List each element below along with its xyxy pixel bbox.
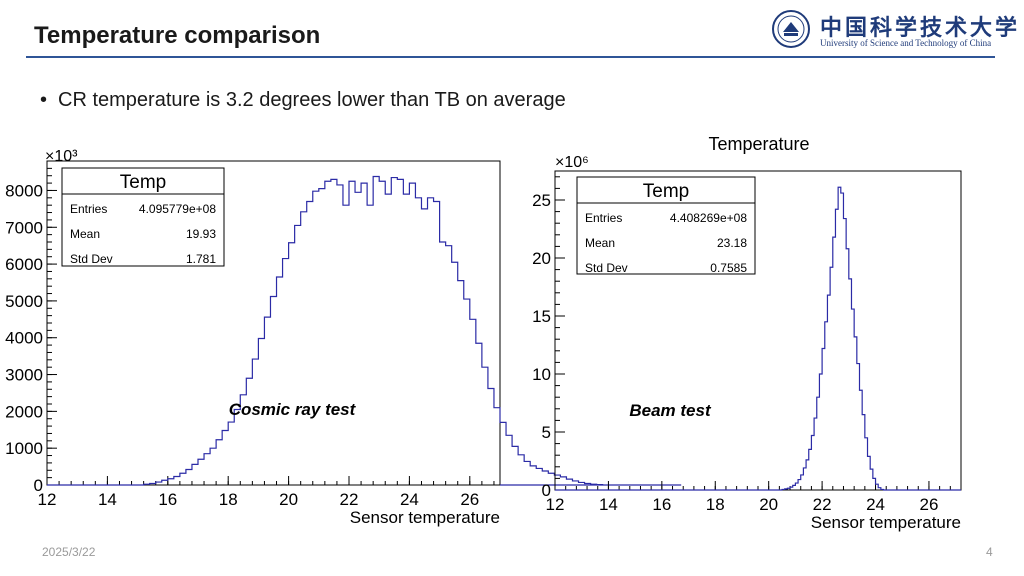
x-tick-label: 20 — [759, 495, 778, 514]
y-tick-label: 8000 — [5, 181, 43, 200]
y-tick-label: 10 — [532, 365, 551, 384]
x-tick-label: 12 — [546, 495, 565, 514]
stats-row-label: Entries — [585, 211, 622, 225]
page-number: 4 — [986, 545, 993, 559]
y-exponent-label: ×10³ — [45, 148, 78, 165]
stats-row-value: 4.408269e+08 — [670, 211, 747, 225]
x-tick-label: 26 — [460, 490, 479, 509]
stats-row-label: Std Dev — [70, 252, 113, 266]
seal-icon — [772, 10, 810, 48]
y-tick-label: 3000 — [5, 366, 43, 385]
chart-annotation: Cosmic ray test — [229, 400, 357, 419]
stats-row-value: 1.781 — [186, 252, 216, 266]
y-tick-label: 25 — [532, 191, 551, 210]
x-tick-label: 26 — [919, 495, 938, 514]
cosmic-ray-chart: 12 14 16 18 20 22 24 26 0 1000 2000 3000 4000 5000 600… — [5, 148, 682, 527]
y-tick-label: 4000 — [5, 329, 43, 348]
bullet-dot-icon: • — [40, 89, 48, 111]
chart-title: Temperature — [708, 134, 809, 154]
y-tick-label: 5000 — [5, 292, 43, 311]
x-tick-label: 18 — [706, 495, 725, 514]
y-tick-label: 15 — [532, 307, 551, 326]
stats-row-label: Std Dev — [585, 261, 628, 275]
stats-row-value: 19.93 — [186, 227, 216, 241]
y-tick-label: 5 — [542, 423, 551, 442]
stats-row-label: Mean — [585, 236, 615, 250]
x-tick-label: 24 — [400, 490, 419, 509]
x-tick-label: 22 — [813, 495, 832, 514]
stats-box — [576, 176, 756, 275]
y-tick-label: 20 — [532, 249, 551, 268]
stats-row-value: 23.18 — [717, 236, 747, 250]
x-axis-label: Sensor temperature — [350, 508, 500, 527]
y-tick-label: 1000 — [5, 439, 43, 458]
university-logo: 中国科学技术大学 University of Science and Techn… — [772, 8, 1017, 52]
y-tick-label: 0 — [542, 481, 551, 500]
bullet-point: • CR temperature is 3.2 degrees lower tha… — [40, 89, 566, 112]
slide-title: Temperature comparison — [34, 22, 321, 49]
stats-box — [61, 167, 225, 267]
y-tick-label: 6000 — [5, 255, 43, 274]
stats-row-label: Mean — [70, 227, 100, 241]
x-tick-label: 20 — [279, 490, 298, 509]
y-exponent-label: ×10⁶ — [555, 154, 589, 171]
logo-english-name: University of Science and Technology of … — [820, 38, 992, 48]
beam-test-chart: Temperature 12 14 16 18 20 22 24 26 0 5 10 15 20 25 ×10… — [532, 134, 962, 532]
x-tick-label: 14 — [599, 495, 618, 514]
stats-row-value: 0.7585 — [710, 261, 747, 275]
stats-row-label: Entries — [70, 202, 107, 216]
stats-row-value: 4.095779e+08 — [139, 202, 216, 216]
x-tick-label: 24 — [866, 495, 885, 514]
chart-annotation: Beam test — [629, 401, 712, 420]
x-tick-label: 16 — [652, 495, 671, 514]
stats-name: Temp — [643, 181, 689, 202]
x-tick-label: 18 — [219, 490, 238, 509]
y-tick-label: 0 — [34, 476, 43, 495]
x-axis-label: Sensor temperature — [811, 513, 961, 532]
x-tick-label: 16 — [158, 490, 177, 509]
logo-chinese-name: 中国科学技术大学 — [820, 15, 1021, 41]
histogram-series — [555, 186, 961, 491]
x-tick-label: 12 — [38, 490, 57, 509]
x-tick-label: 22 — [340, 490, 359, 509]
title-divider — [26, 56, 995, 58]
y-tick-label: 2000 — [5, 402, 43, 421]
footer-date: 2025/3/22 — [42, 545, 96, 559]
bullet-text: CR temperature is 3.2 degrees lower than… — [58, 89, 566, 111]
histogram-series — [47, 175, 682, 486]
y-tick-label: 7000 — [5, 218, 43, 237]
stats-name: Temp — [120, 172, 166, 193]
x-tick-label: 14 — [98, 490, 117, 509]
